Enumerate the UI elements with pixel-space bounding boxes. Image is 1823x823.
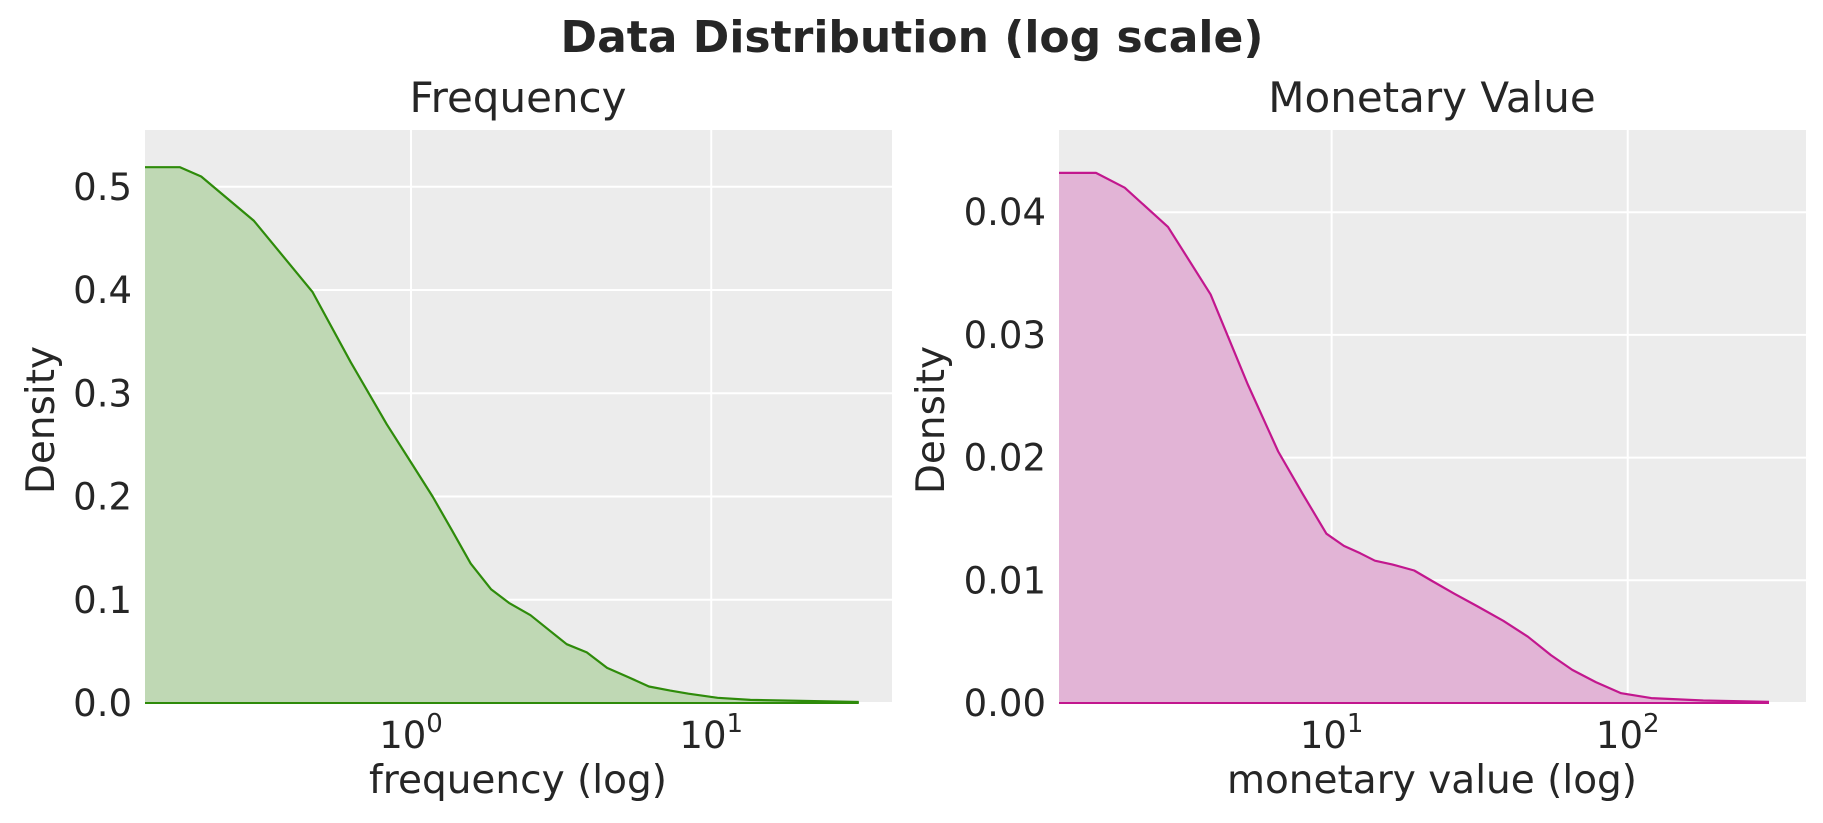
frequency-y-tick-label: 0.5 — [73, 166, 132, 209]
frequency-panel: 0.0 0.1 0.2 0.3 0.4 0.5 100 101 Frequency freq… — [19, 73, 892, 803]
figure-title: Data Distribution (log scale) — [561, 12, 1264, 63]
monetary-value-x-tick-label: 102 — [1596, 709, 1660, 757]
monetary-value-x-tick-label: 101 — [1300, 709, 1364, 757]
frequency-y-tick-label: 0.1 — [73, 579, 132, 622]
frequency-x-tick-label: 101 — [679, 709, 743, 757]
monetary-value-density-line — [1059, 171, 1770, 703]
frequency-x-axis-label: frequency (log) — [369, 758, 667, 803]
monetary-value-panel: 0.00 0.01 0.02 0.03 0.04 101 102 Monetary Val… — [909, 73, 1806, 803]
monetary-value-panel-title: Monetary Value — [1268, 73, 1595, 122]
frequency-y-tick-label: 0.0 — [73, 682, 132, 725]
frequency-panel-title: Frequency — [410, 73, 627, 122]
frequency-density-line — [145, 166, 859, 704]
monetary-value-y-ticks: 0.00 0.01 0.02 0.03 0.04 — [964, 191, 1046, 725]
frequency-y-tick-label: 0.2 — [73, 476, 132, 519]
monetary-value-y-tick-label: 0.01 — [964, 559, 1046, 602]
monetary-value-x-ticks: 101 102 — [1300, 709, 1660, 757]
frequency-x-tick-label: 100 — [379, 709, 443, 757]
monetary-value-y-tick-label: 0.04 — [964, 191, 1046, 234]
frequency-y-tick-label: 0.4 — [73, 269, 132, 312]
monetary-value-y-tick-label: 0.03 — [964, 314, 1046, 357]
frequency-x-ticks: 100 101 — [379, 709, 743, 757]
frequency-density-area — [145, 166, 859, 704]
monetary-value-y-tick-label: 0.02 — [964, 437, 1046, 480]
frequency-density-fill — [145, 167, 859, 703]
monetary-value-x-axis-label: monetary value (log) — [1227, 758, 1637, 803]
frequency-y-tick-label: 0.3 — [73, 372, 132, 415]
monetary-value-y-tick-label: 0.00 — [964, 682, 1046, 725]
frequency-y-axis-label: Density — [19, 346, 64, 494]
monetary-value-density-fill — [1059, 172, 1769, 703]
monetary-value-density-area — [1059, 171, 1770, 704]
monetary-value-y-axis-label: Density — [909, 346, 954, 494]
frequency-y-ticks: 0.0 0.1 0.2 0.3 0.4 0.5 — [73, 166, 132, 725]
